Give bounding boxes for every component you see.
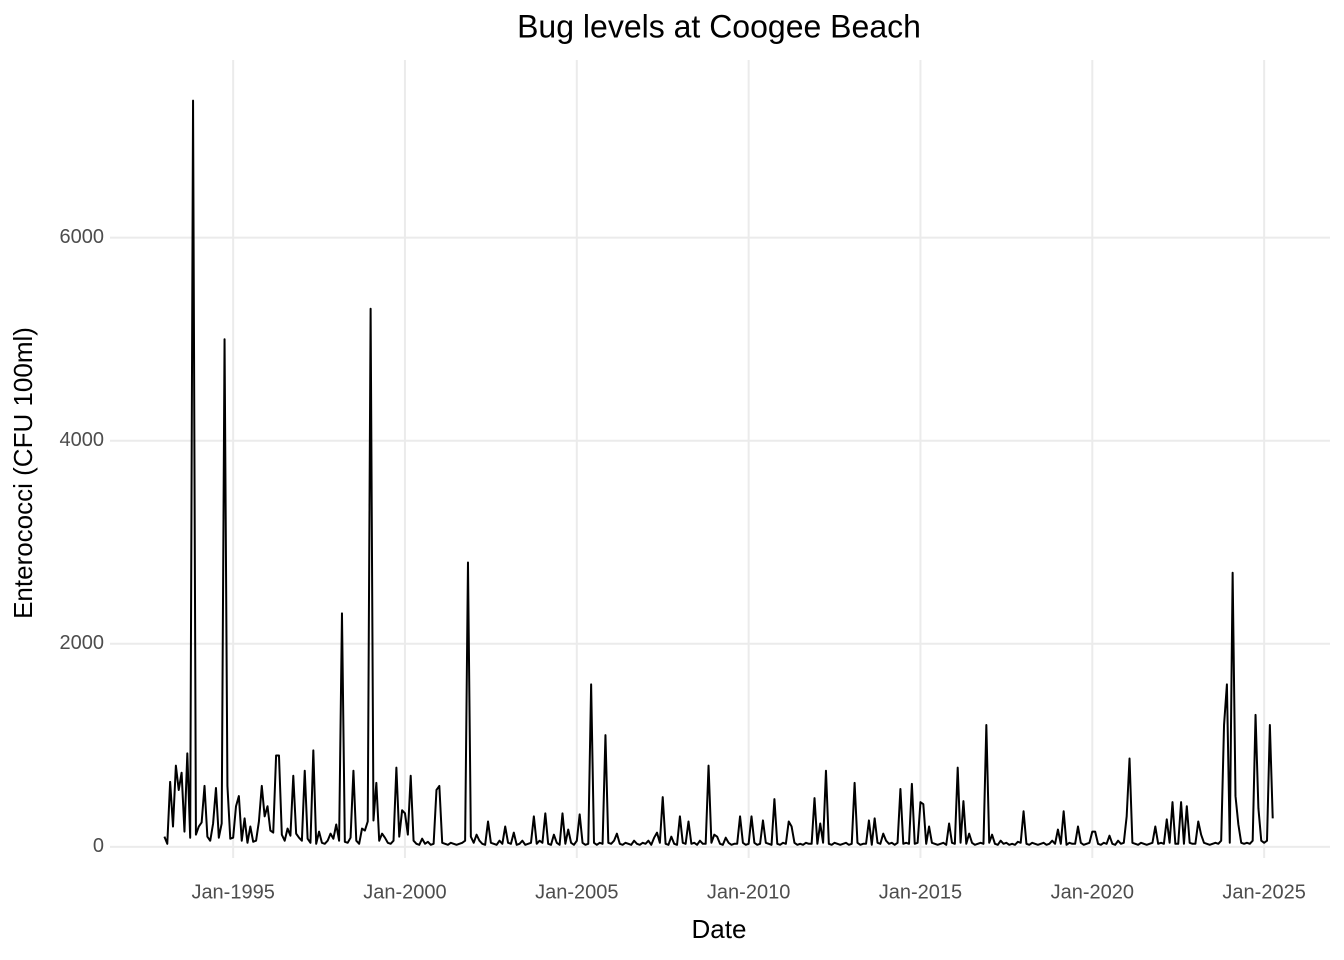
- data-line: [163, 99, 1274, 846]
- x-tick-label: Jan-1995: [191, 881, 274, 903]
- x-tick-label: Jan-2015: [879, 881, 962, 903]
- x-tick-label: Jan-2000: [363, 881, 446, 903]
- x-tick-label: Jan-2005: [535, 881, 618, 903]
- y-tick-label: 4000: [60, 429, 105, 451]
- y-tick-label: 6000: [60, 226, 105, 248]
- x-axis-title: Date: [692, 914, 747, 944]
- y-tick-label: 2000: [60, 632, 105, 654]
- chart-title: Bug levels at Coogee Beach: [517, 8, 921, 44]
- x-tick-label: Jan-2020: [1051, 881, 1134, 903]
- x-tick-label: Jan-2010: [707, 881, 790, 903]
- y-axis-title: Enterococci (CFU 100ml): [8, 327, 38, 619]
- x-tick-label: Jan-2025: [1222, 881, 1305, 903]
- y-tick-label: 0: [93, 835, 104, 857]
